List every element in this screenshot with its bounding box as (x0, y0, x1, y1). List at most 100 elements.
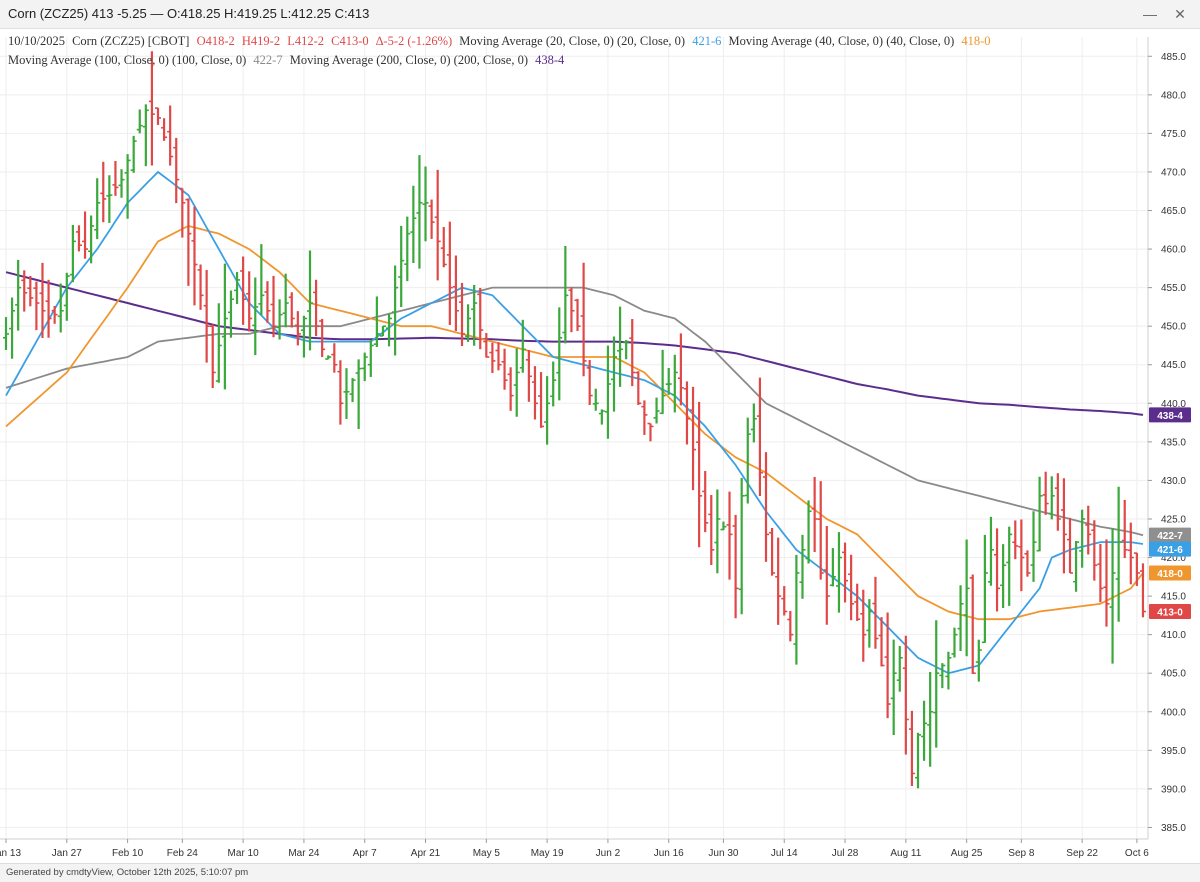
ohlc-bar (88, 215, 95, 264)
x-tick-label: May 5 (473, 848, 501, 859)
ohlc-bar (313, 279, 320, 337)
ohlc-bar (653, 397, 660, 424)
ohlc-bar (544, 376, 551, 445)
ohlc-bar (191, 206, 198, 306)
ohlc-bar (386, 313, 393, 347)
ohlc-bar (586, 359, 593, 405)
ohlc-bar (422, 166, 429, 242)
ohlc-bar (282, 273, 289, 328)
ohlc-bar (270, 275, 277, 338)
ohlc-bar (471, 284, 478, 346)
ohlc-bar (33, 281, 40, 331)
chart-area[interactable]: 385.0 390.0 395.0 400.0 405.0 410.0 415.0 420.0… (0, 28, 1200, 864)
ohlc-bar (598, 409, 605, 425)
ohlc-bar (1048, 476, 1055, 520)
ohlc-bar (240, 256, 247, 325)
ohlc-bar (787, 610, 794, 642)
y-tick-label: 390.0 (1161, 784, 1186, 795)
ohlc-bar (106, 175, 113, 223)
y-tick-label: 445.0 (1161, 360, 1186, 371)
x-tick-label: Jul 14 (771, 848, 798, 859)
ohlc-bar (671, 354, 678, 413)
ohlc-bar (945, 651, 952, 690)
ohlc-bar (21, 270, 28, 312)
x-tick-label: Jun 30 (708, 848, 738, 859)
legend-ma100-value: 422-7 (253, 53, 282, 67)
ohlc-bar (1000, 544, 1007, 608)
legend-line-2: Moving Average (100, Close, 0) (100, Clo… (8, 53, 565, 67)
y-tick-label: 430.0 (1161, 476, 1186, 487)
ohlc-bars (3, 51, 1146, 789)
ohlc-bar (969, 574, 976, 675)
ohlc-bar (434, 169, 441, 281)
ohlc-bar (355, 359, 362, 430)
ohlc-bar (720, 521, 727, 531)
ohlc-bar (568, 287, 575, 333)
ohlc-bar (39, 262, 46, 339)
ohlc-bar (987, 516, 994, 586)
y-tick-label: 470.0 (1161, 167, 1186, 178)
close-icon[interactable]: ✕ (1174, 6, 1186, 22)
ohlc-bar (1109, 528, 1116, 664)
legend-close: C413-0 (331, 34, 369, 48)
ohlc-bar (1073, 540, 1080, 592)
y-tick-label: 385.0 (1161, 823, 1186, 834)
ohlc-bar (592, 388, 599, 411)
minimize-icon[interactable]: — (1143, 6, 1157, 22)
ohlc-bar (337, 360, 344, 425)
ohlc-bar (136, 109, 143, 134)
ohlc-bar (574, 298, 581, 331)
ohlc-bar (51, 305, 58, 324)
ohlc-bar (835, 532, 842, 613)
x-tick-label: Jan 27 (52, 848, 82, 859)
ohlc-bar (69, 224, 76, 283)
y-tick-label: 480.0 (1161, 90, 1186, 101)
ohlc-bar (635, 371, 642, 405)
legend-ma100-label: Moving Average (100, Close, 0) (100, Clo… (8, 53, 246, 67)
ohlc-bar (1012, 520, 1019, 560)
y-tick-label: 440.0 (1161, 399, 1186, 410)
x-tick-label: Apr 21 (411, 848, 441, 859)
legend-ma200-label: Moving Average (200, Close, 0) (200, Clo… (290, 53, 528, 67)
ohlc-bar (264, 281, 271, 323)
ohlc-bar (683, 381, 690, 445)
ohlc-bar (307, 250, 313, 351)
ohlc-bar (562, 246, 569, 344)
ohlc-bar (465, 304, 472, 342)
x-tick-label: Aug 25 (951, 848, 983, 859)
x-tick-label: Jun 2 (596, 848, 621, 859)
ohlc-bar (915, 732, 921, 789)
ohlc-bar (823, 525, 830, 625)
price-chart[interactable]: 385.0 390.0 395.0 400.0 405.0 410.0 415.0 420.0… (0, 29, 1200, 864)
x-tick-label: Jan 13 (0, 848, 21, 859)
ohlc-bar (939, 663, 946, 689)
price-marker-label: 438-4 (1157, 411, 1183, 422)
x-tick-label: Feb 10 (112, 848, 144, 859)
ohlc-bar (531, 366, 538, 420)
ohlc-bar (319, 318, 326, 358)
ohlc-bar (130, 135, 137, 173)
ohlc-bar (459, 282, 465, 347)
price-marker-ma20: 421-6 (1149, 541, 1191, 557)
ohlc-bar (519, 319, 526, 373)
ohlc-bar (142, 104, 149, 167)
ohlc-bar (994, 528, 1001, 612)
ohlc-bar (829, 548, 836, 587)
ohlc-bar (963, 539, 970, 657)
ohlc-bar (556, 307, 563, 401)
ohlc-bar (167, 105, 174, 166)
ohlc-bar (738, 477, 745, 615)
ma100-line (5, 286, 1144, 537)
ohlc-bar (288, 292, 295, 328)
ohlc-bar (604, 345, 611, 439)
ohlc-bar (27, 275, 34, 307)
ohlc-bar (428, 199, 435, 239)
window-titlebar: Corn (ZCZ25) 413 -5.25 — O:418.25 H:419.… (0, 0, 1200, 29)
ohlc-bar (446, 221, 453, 325)
x-tick-label: Jul 28 (832, 848, 859, 859)
ohlc-bar (793, 554, 800, 665)
ohlc-bar (884, 612, 891, 719)
ohlc-bar (872, 576, 879, 649)
x-tick-label: May 19 (531, 848, 564, 859)
ohlc-bar (896, 645, 903, 692)
